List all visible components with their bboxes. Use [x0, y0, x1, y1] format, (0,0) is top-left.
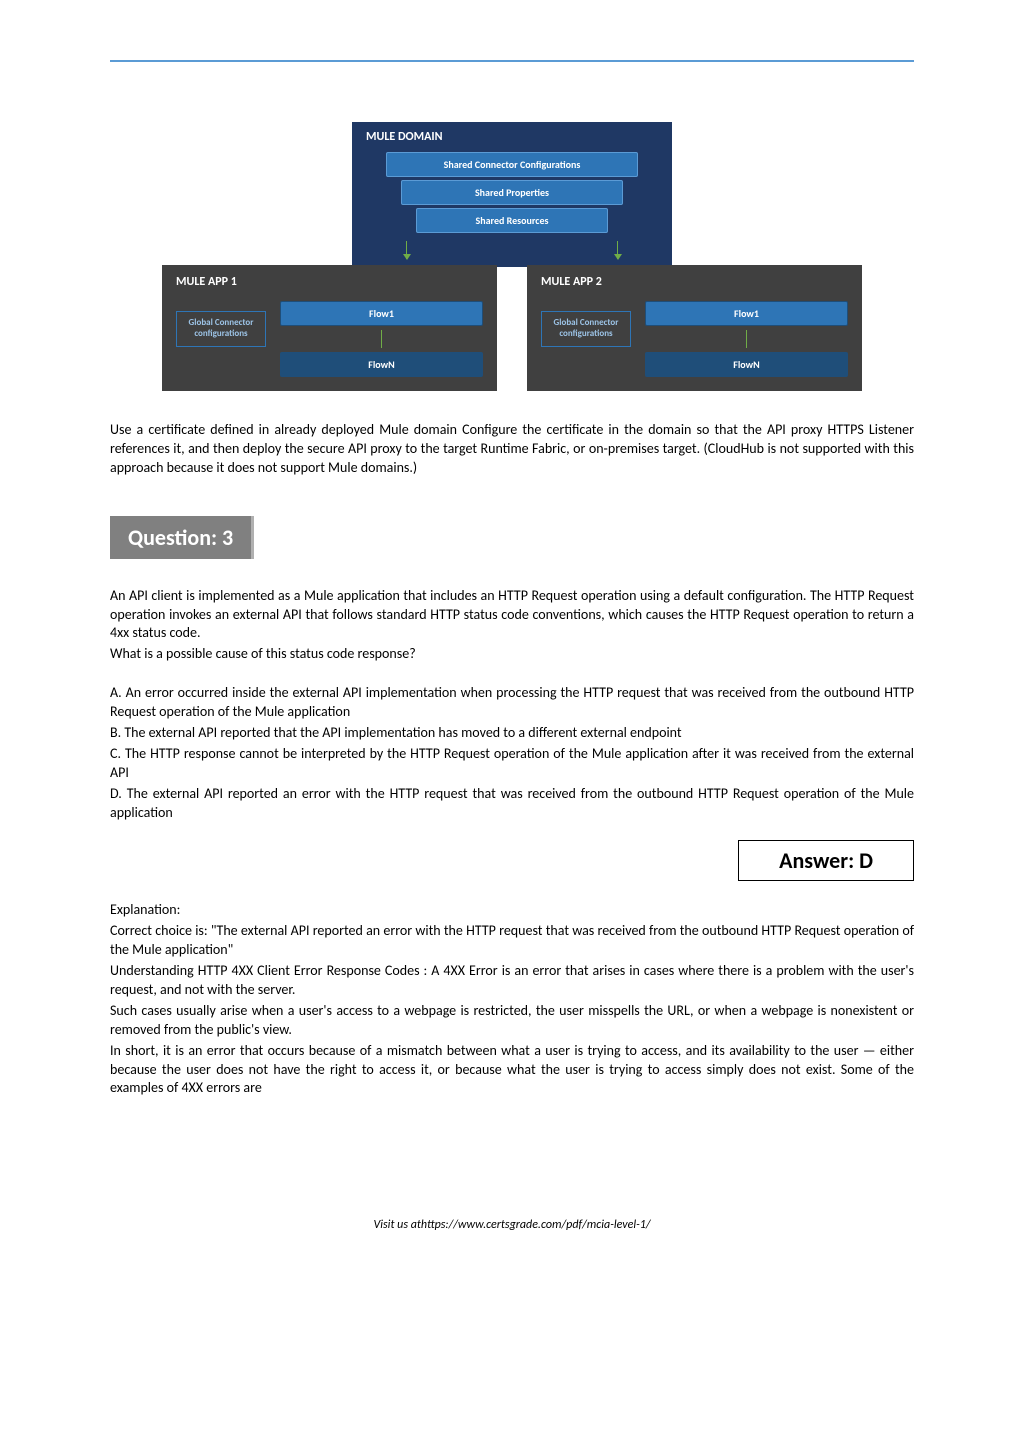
explanation-1: Correct choice is: "The external API rep…: [110, 922, 914, 960]
explanation-2: Understanding HTTP 4XX Client Error Resp…: [110, 962, 914, 1000]
flown-pill: FlowN: [645, 352, 848, 377]
domain-paragraph: Use a certificate defined in already dep…: [110, 421, 914, 478]
explanation-4: In short, it is an error that occurs bec…: [110, 1042, 914, 1099]
question-header: Question: 3: [110, 516, 254, 559]
top-rule: [110, 60, 914, 62]
option-d: D. The external API reported an error wi…: [110, 785, 914, 823]
domain-title: MULE DOMAIN: [366, 130, 443, 144]
arrow-icon: [406, 241, 407, 259]
explanation-3: Such cases usually arise when a user's a…: [110, 1002, 914, 1040]
global-connector-config: Global Connector configurations: [541, 311, 631, 347]
flow1-pill: Flow1: [645, 301, 848, 326]
app2-title: MULE APP 2: [541, 275, 602, 289]
option-c: C. The HTTP response cannot be interpret…: [110, 745, 914, 783]
explanation-heading: Explanation:: [110, 901, 914, 920]
option-a: A. An error occurred inside the external…: [110, 684, 914, 722]
flown-pill: FlowN: [280, 352, 483, 377]
mule-app-2: MULE APP 2 Global Connector configuratio…: [527, 265, 862, 391]
global-connector-config: Global Connector configurations: [176, 311, 266, 347]
app1-flows: Flow1 FlowN: [280, 301, 483, 377]
arrow-icon: [617, 241, 618, 259]
arrow-icon: [746, 330, 747, 348]
question-para1: An API client is implemented as a Mule a…: [110, 587, 914, 644]
mule-domain-box: MULE DOMAIN Shared Connector Configurati…: [352, 122, 672, 267]
mule-app-1: MULE APP 1 Global Connector configuratio…: [162, 265, 497, 391]
apps-row: MULE APP 1 Global Connector configuratio…: [162, 265, 862, 391]
question-para2: What is a possible cause of this status …: [110, 645, 914, 664]
options-block: A. An error occurred inside the external…: [110, 684, 914, 822]
answer-box: Answer: D: [738, 840, 914, 881]
flow1-pill: Flow1: [280, 301, 483, 326]
arrow-icon: [381, 330, 382, 348]
app1-title: MULE APP 1: [176, 275, 237, 289]
domain-arrows: [406, 241, 618, 259]
mule-diagram: MULE DOMAIN Shared Connector Configurati…: [162, 122, 862, 391]
app2-flows: Flow1 FlowN: [645, 301, 848, 377]
pill-shared-properties: Shared Properties: [401, 180, 623, 205]
option-b: B. The external API reported that the AP…: [110, 724, 914, 743]
domain-inner: Shared Connector Configurations Shared P…: [366, 152, 658, 233]
pill-shared-resources: Shared Resources: [416, 208, 608, 233]
pill-shared-connector: Shared Connector Configurations: [386, 152, 638, 177]
footer-link: Visit us athttps://www.certsgrade.com/pd…: [110, 1218, 914, 1232]
